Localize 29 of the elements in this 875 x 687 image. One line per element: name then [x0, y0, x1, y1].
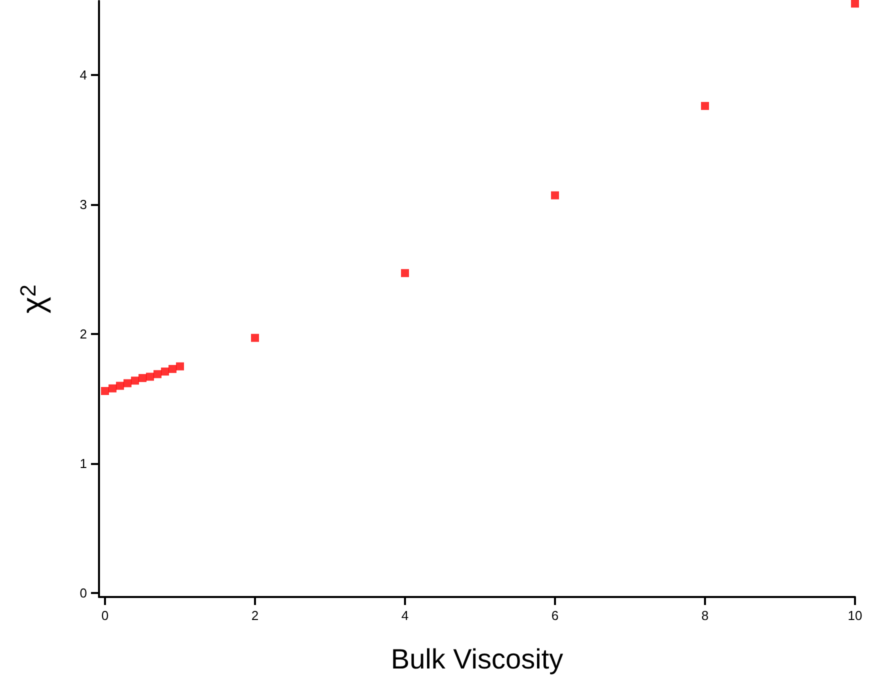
point — [701, 102, 709, 110]
point — [176, 362, 184, 370]
y-tick-label: 3 — [80, 196, 87, 212]
point — [101, 386, 109, 395]
x-tick-label: 8 — [701, 608, 709, 623]
x-axis-title: Bulk Viscosity — [390, 644, 564, 674]
y-axis-title: χ2 — [15, 284, 51, 314]
point — [116, 382, 124, 390]
point — [251, 334, 259, 342]
point — [551, 191, 559, 200]
y-tick-label: 2 — [80, 326, 87, 342]
x-tick-label: 6 — [551, 608, 559, 623]
x-tick-label: 2 — [251, 608, 259, 623]
y-tick-label: 4 — [80, 67, 87, 82]
x-tick-label: 10 — [848, 608, 862, 623]
point — [168, 364, 176, 373]
x-tick-label: 4 — [401, 608, 409, 623]
point — [138, 374, 146, 382]
y-tick-label: 1 — [80, 456, 87, 472]
point — [161, 368, 169, 376]
point — [154, 370, 162, 378]
point — [146, 372, 154, 381]
x-tick-label: 0 — [101, 608, 109, 623]
point — [851, 0, 859, 8]
y-tick-label: 0 — [80, 586, 87, 601]
point — [131, 376, 139, 385]
point — [401, 269, 409, 278]
point — [108, 384, 116, 392]
point — [124, 379, 132, 388]
